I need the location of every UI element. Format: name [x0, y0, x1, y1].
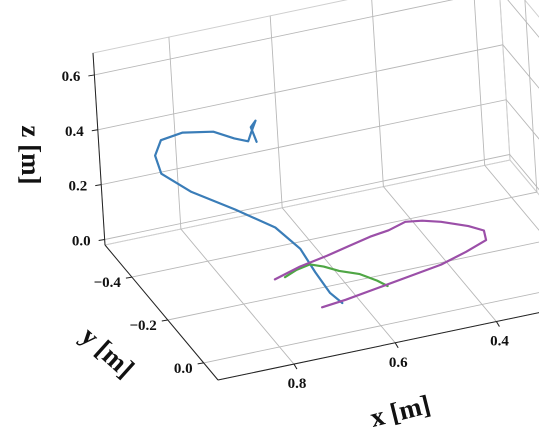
trajectory-series: [154, 119, 488, 309]
z-tick-label-1: 0.2: [68, 179, 87, 195]
floor-pane: [104, 159, 539, 381]
axis-lines: [88, 52, 539, 381]
z-tick-mark-1: [95, 184, 102, 187]
y-tick-label-2: 0.0: [174, 361, 193, 377]
y-tick-label-0: −0.4: [94, 275, 122, 291]
x-tick-label-1: 0.4: [490, 334, 509, 350]
y-tick-mark-1: [161, 319, 168, 322]
trajectory-line-0: [154, 119, 344, 305]
side-pane: [499, 0, 539, 196]
x-tick-label-2: 0.6: [389, 355, 408, 371]
y-tick-label-1: −0.2: [129, 318, 156, 334]
x-axis-label: x [m]: [367, 389, 433, 433]
axis-panes: [92, 0, 539, 381]
x-tick-mark-2: [394, 342, 399, 349]
x-tick-mark-1: [496, 321, 500, 327]
z-grid-line-1: [101, 99, 539, 186]
back-pane: [92, 0, 511, 246]
z-tick-label-3: 0.6: [62, 69, 81, 85]
x-tick-label-3: 0.8: [288, 376, 307, 392]
tick-labels: 0.20.40.60.8−0.4−0.20.00.00.20.40.6: [62, 69, 510, 392]
z-tick-mark-2: [91, 129, 98, 132]
x-grid-line-1: [371, 0, 497, 322]
trajectory-line-1: [283, 263, 389, 288]
y-tick-mark-2: [197, 362, 204, 365]
z-tick-label-2: 0.4: [65, 124, 84, 140]
z-grid-line-3: [94, 0, 539, 76]
y-grid-line-1: [167, 241, 539, 321]
z-tick-mark-0: [98, 239, 105, 242]
x-tick-mark-3: [293, 363, 298, 370]
z-axis-label: z [m]: [16, 125, 46, 184]
y-axis-line: [104, 244, 219, 381]
y-grid-line-2: [203, 292, 539, 364]
y-grid-line-0: [131, 0, 538, 278]
x-grid-line-2: [269, 15, 396, 344]
z-tick-label-0: 0.0: [72, 234, 91, 250]
grid-lines: [94, 0, 539, 365]
z-grid-line-2: [97, 44, 539, 131]
y-tick-mark-0: [125, 276, 132, 279]
z-tick-mark-3: [88, 74, 95, 77]
trajectory-line-2: [273, 219, 488, 309]
z-axis-line: [92, 52, 106, 246]
x-grid-line-0: [473, 0, 539, 231]
x-axis-line: [217, 312, 539, 381]
x-grid-line-3: [168, 37, 295, 365]
